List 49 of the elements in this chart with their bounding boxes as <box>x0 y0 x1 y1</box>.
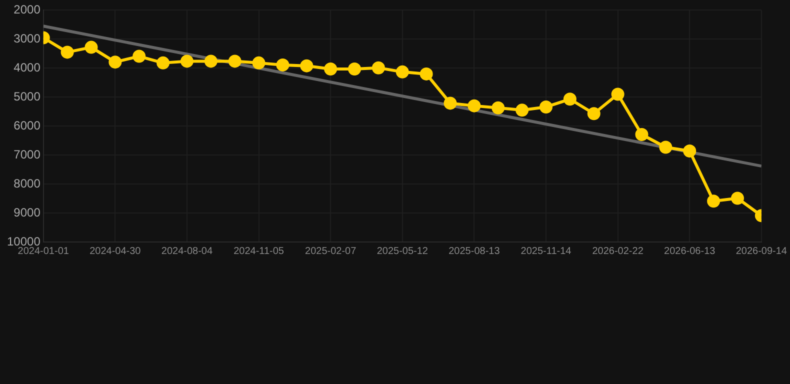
point <box>468 99 481 112</box>
point <box>132 50 146 63</box>
x-tick-label: 2026-02-22 <box>592 246 644 257</box>
point <box>707 194 720 208</box>
point <box>420 67 433 80</box>
y-tick-label: 7000 <box>14 147 41 162</box>
y-tick-label: 5000 <box>14 89 41 104</box>
point <box>324 62 338 76</box>
point <box>180 54 194 68</box>
y-tick-label: 3000 <box>14 31 41 46</box>
point <box>730 192 744 205</box>
point <box>204 54 218 68</box>
point <box>659 140 672 154</box>
point <box>563 92 576 106</box>
x-tick-label: 2025-02-07 <box>305 246 357 257</box>
x-tick-label: 2025-11-14 <box>520 246 572 257</box>
x-tick-label: 2024-01-01 <box>18 246 70 257</box>
y-tick-label: 2000 <box>14 2 41 17</box>
x-tick-label: 2025-05-12 <box>376 246 428 257</box>
point <box>156 56 170 70</box>
point <box>300 59 314 72</box>
point <box>348 62 362 76</box>
y-tick-label: 6000 <box>14 118 41 132</box>
point <box>84 40 98 54</box>
point <box>60 46 74 59</box>
point <box>683 144 696 158</box>
point <box>587 107 600 120</box>
x-tick-label: 2026-06-13 <box>664 246 716 257</box>
point <box>492 101 505 114</box>
point <box>611 88 624 101</box>
y-tick-label: 10000 <box>6 234 41 248</box>
point <box>540 100 553 114</box>
x-tick-label: 2024-04-30 <box>90 246 142 257</box>
point <box>396 65 409 78</box>
y-tick-label: 4000 <box>14 60 41 74</box>
x-tick-label: 2024-08-04 <box>161 246 213 257</box>
point <box>276 58 290 72</box>
x-tick-label: 2024-11-05 <box>234 246 284 257</box>
point <box>372 61 385 74</box>
y-tick-label: 8000 <box>14 176 41 190</box>
point <box>516 104 529 117</box>
point <box>108 56 122 69</box>
point <box>635 128 648 142</box>
y-tick-label: 9000 <box>14 205 41 220</box>
x-tick-label: 2026-09-14 <box>736 246 788 257</box>
point <box>252 56 266 70</box>
x-tick-label: 2025-08-13 <box>448 246 500 257</box>
point <box>444 96 457 110</box>
point <box>228 54 242 68</box>
